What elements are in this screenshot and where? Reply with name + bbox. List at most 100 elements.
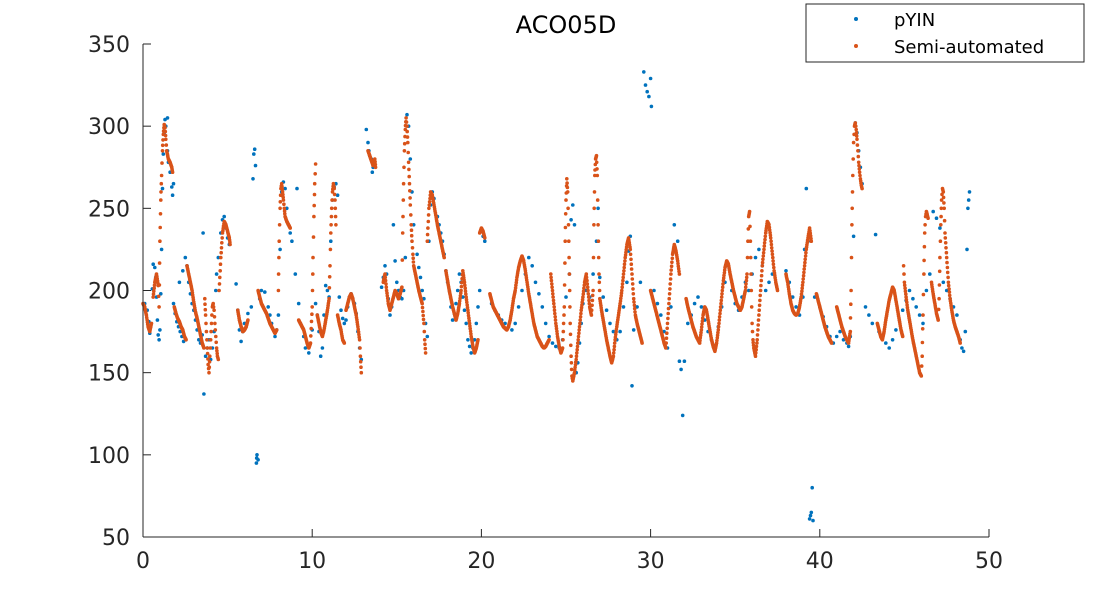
data-point — [590, 298, 595, 303]
data-point — [921, 321, 925, 326]
data-point — [288, 226, 293, 230]
data-point — [719, 298, 724, 303]
data-point — [758, 288, 763, 293]
data-point — [202, 346, 206, 350]
data-point — [280, 184, 284, 189]
data-point — [586, 288, 590, 293]
data-point — [571, 203, 575, 207]
data-point — [464, 292, 468, 296]
data-point — [205, 338, 209, 342]
data-point — [407, 181, 412, 186]
data-point — [647, 94, 651, 99]
data-point — [356, 330, 361, 334]
data-point — [682, 359, 687, 364]
data-point — [388, 313, 392, 317]
data-point — [747, 209, 752, 214]
data-point — [329, 231, 333, 235]
data-point — [629, 267, 634, 271]
data-point — [699, 305, 704, 309]
data-point — [576, 338, 580, 342]
data-point — [309, 319, 314, 324]
data-point — [454, 301, 458, 306]
data-point — [573, 368, 577, 372]
data-point — [159, 181, 164, 186]
data-point — [838, 329, 842, 334]
data-point — [311, 235, 316, 239]
data-point — [580, 297, 585, 302]
data-point — [411, 252, 415, 257]
data-point — [554, 344, 558, 349]
data-point — [170, 193, 175, 197]
data-point — [590, 293, 595, 298]
data-point — [594, 160, 599, 165]
data-point — [400, 296, 404, 301]
data-point — [632, 303, 637, 308]
data-point — [718, 305, 723, 309]
data-point — [282, 206, 287, 211]
data-point — [410, 246, 415, 250]
data-point — [465, 300, 469, 305]
data-point — [633, 310, 637, 314]
data-point — [295, 186, 299, 191]
data-point — [533, 280, 538, 285]
data-point — [171, 301, 176, 306]
data-point — [426, 219, 431, 224]
data-point — [749, 305, 754, 309]
data-point — [408, 203, 413, 207]
data-point — [803, 257, 807, 262]
data-point — [943, 231, 947, 235]
data-point — [400, 285, 404, 290]
data-point — [339, 308, 343, 313]
data-point — [458, 296, 462, 301]
data-point — [801, 277, 805, 281]
data-point — [357, 332, 361, 337]
data-point — [931, 209, 935, 214]
data-point — [670, 260, 674, 265]
y-tick-label: 100 — [88, 444, 130, 469]
data-point — [551, 295, 555, 299]
data-point — [652, 288, 656, 293]
data-point — [853, 121, 858, 125]
data-point — [589, 308, 594, 313]
data-point — [408, 157, 413, 161]
data-point — [672, 223, 677, 227]
data-point — [574, 357, 578, 362]
data-point — [587, 301, 592, 306]
data-point — [208, 338, 213, 342]
data-point — [758, 293, 762, 298]
data-point — [278, 200, 283, 204]
data-point — [582, 283, 587, 288]
data-point — [858, 173, 862, 178]
data-point — [567, 288, 572, 293]
data-point — [318, 354, 323, 359]
data-point — [255, 453, 259, 457]
data-point — [311, 255, 315, 260]
data-point — [922, 244, 927, 249]
data-point — [669, 272, 673, 276]
data-point — [943, 236, 948, 240]
data-point — [222, 214, 226, 219]
data-point — [404, 116, 408, 120]
data-point — [163, 126, 167, 130]
data-point — [665, 331, 669, 336]
data-point — [921, 313, 925, 317]
data-point — [366, 140, 370, 145]
data-point — [698, 338, 702, 343]
data-point — [744, 278, 749, 283]
data-point — [810, 485, 814, 490]
data-point — [944, 250, 949, 255]
data-point — [420, 288, 425, 293]
data-point — [718, 308, 723, 313]
data-point — [209, 321, 214, 326]
data-point — [555, 329, 559, 334]
data-point — [917, 313, 922, 317]
data-point — [581, 292, 586, 296]
data-point — [211, 305, 216, 309]
data-point — [420, 301, 425, 306]
data-point — [288, 231, 293, 235]
data-point — [744, 275, 749, 280]
data-point — [699, 325, 704, 329]
data-point — [749, 288, 754, 293]
data-point — [900, 334, 905, 339]
